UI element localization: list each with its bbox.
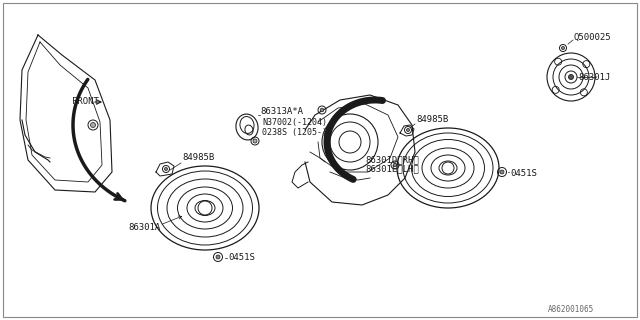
Circle shape xyxy=(406,129,410,132)
Circle shape xyxy=(568,75,573,79)
Text: 86301E〈LH〉: 86301E〈LH〉 xyxy=(365,164,419,173)
Text: 86301D〈RH〉: 86301D〈RH〉 xyxy=(365,156,419,164)
Circle shape xyxy=(90,123,95,127)
Circle shape xyxy=(216,255,220,259)
Circle shape xyxy=(164,167,168,171)
Text: 86301A: 86301A xyxy=(128,223,160,233)
Circle shape xyxy=(561,46,564,50)
Text: A862001065: A862001065 xyxy=(548,306,595,315)
Circle shape xyxy=(500,170,504,174)
Text: 86313A*A: 86313A*A xyxy=(260,108,303,116)
Circle shape xyxy=(253,139,257,143)
Circle shape xyxy=(320,108,324,112)
Text: 0238S (1205-): 0238S (1205-) xyxy=(262,127,327,137)
Text: Q500025: Q500025 xyxy=(574,33,612,42)
Text: FRONT: FRONT xyxy=(72,98,99,107)
Text: 0451S: 0451S xyxy=(228,253,255,262)
Text: 84985B: 84985B xyxy=(416,116,448,124)
Circle shape xyxy=(393,163,397,167)
Text: N37002(-1204): N37002(-1204) xyxy=(262,118,327,127)
Text: 86301J: 86301J xyxy=(578,73,611,82)
Text: 84985B: 84985B xyxy=(182,154,214,163)
Text: 0451S: 0451S xyxy=(510,169,537,178)
